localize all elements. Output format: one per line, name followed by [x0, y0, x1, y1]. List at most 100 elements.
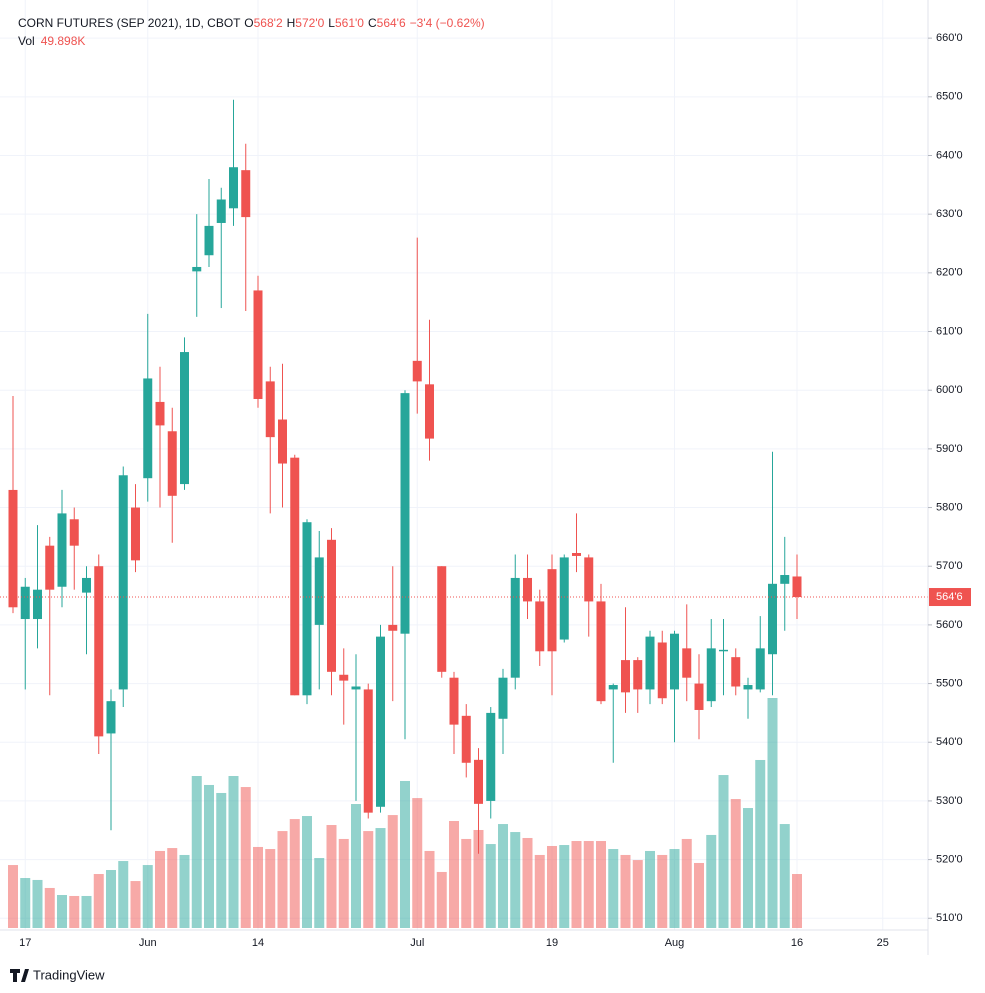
y-tick-label: 580'0: [936, 501, 963, 513]
candle-body: [388, 624, 398, 631]
volume-bar: [32, 879, 43, 928]
volume-bar: [436, 871, 447, 928]
candle-body: [719, 649, 728, 652]
volume-bar: [755, 759, 766, 928]
candle-body: [82, 577, 91, 593]
candle-body: [302, 522, 312, 696]
candle-body: [559, 557, 569, 640]
candle-body: [437, 566, 447, 672]
candle-body: [572, 553, 581, 556]
candle-body: [412, 360, 422, 382]
c-value: 564'6: [377, 16, 406, 30]
volume-bar: [351, 804, 361, 928]
volume-bar: [118, 861, 129, 928]
volume-bar: [387, 815, 398, 928]
candle-body: [780, 575, 790, 584]
y-tick-label: 640'0: [936, 149, 963, 161]
volume-bar: [130, 881, 141, 928]
candle-body: [694, 683, 704, 710]
volume-bar: [743, 808, 753, 928]
volume-bar: [155, 850, 165, 928]
candle-body: [510, 577, 520, 678]
o-value: 568'2: [254, 16, 283, 30]
candle-body: [657, 642, 667, 699]
y-tick-label: 540'0: [936, 736, 963, 748]
volume-bar: [596, 841, 606, 928]
volume-bar: [730, 799, 741, 928]
volume-bar: [167, 848, 178, 928]
c-key: C: [368, 16, 377, 30]
y-tick-label: 610'0: [936, 325, 963, 337]
candle-body: [755, 648, 765, 690]
candle-body: [167, 431, 177, 496]
volume-bar: [620, 854, 631, 928]
candle-body: [461, 715, 471, 763]
y-tick-label: 600'0: [936, 384, 963, 396]
change: −3'4 (−0.62%): [410, 16, 485, 30]
last-price-label: 564'6: [936, 591, 963, 603]
volume-bar: [204, 784, 214, 928]
candle-body: [314, 557, 324, 625]
volume-bar: [142, 865, 153, 928]
volume-bar: [412, 798, 423, 928]
candle-body: [94, 566, 104, 737]
candle-body: [204, 225, 214, 256]
y-tick-label: 590'0: [936, 443, 963, 455]
volume-bar: [645, 850, 655, 928]
candle-body: [216, 199, 226, 223]
x-tick-label: Jul: [410, 937, 424, 949]
volume-bar: [277, 831, 288, 928]
volume-bar: [571, 841, 582, 928]
last-price-badge: [929, 588, 971, 607]
volume-bar: [57, 895, 67, 928]
candle-body: [69, 519, 79, 546]
symbol: CORN FUTURES (SEP 2021), 1D, CBOT O568'2 H…: [18, 16, 485, 30]
candle-body: [106, 701, 116, 734]
candle-body: [731, 657, 741, 687]
volume-bar: [583, 841, 594, 928]
candle-body: [474, 759, 483, 804]
volume-bar: [8, 865, 18, 928]
x-tick-label: 17: [19, 937, 31, 949]
y-tick-label: 550'0: [936, 677, 963, 689]
volume-bar: [363, 831, 374, 928]
x-tick-label: 19: [546, 937, 558, 949]
volume-bar: [44, 887, 55, 928]
volume-bar: [694, 862, 704, 928]
candle-body: [535, 601, 545, 652]
candle-body: [547, 569, 557, 652]
volume-bar: [424, 850, 435, 928]
candle-body: [608, 685, 618, 690]
candle-body: [670, 633, 679, 690]
candle-body: [180, 352, 189, 485]
candle-body: [449, 677, 459, 725]
x-tick-label: Jun: [139, 937, 157, 949]
h-key: H: [287, 16, 296, 30]
volume-bar: [20, 878, 31, 928]
x-tick-label: 25: [877, 937, 889, 949]
symbol-name: CORN FUTURES (SEP 2021), 1D, CBOT: [18, 16, 241, 30]
candle-body: [253, 290, 263, 399]
candle-body: [682, 648, 692, 678]
logo[interactable]: TradingView: [10, 967, 105, 982]
axes: 510'0 520'0 530'0 540'0 550'0 560'0 570'0 580'0…: [19, 32, 971, 949]
volume-bar: [191, 776, 202, 928]
candle-body: [241, 170, 251, 218]
grid: [0, 0, 928, 930]
candle-body: [45, 545, 55, 590]
volume-bar: [485, 844, 496, 928]
volume-bar: [449, 821, 459, 928]
candle-body: [20, 586, 30, 620]
y-tick-label: 520'0: [936, 853, 963, 865]
volume-bar: [522, 837, 533, 928]
candle-body: [278, 419, 287, 464]
o-key: O: [244, 16, 253, 30]
candle-body: [339, 674, 349, 681]
candle-body: [8, 489, 18, 608]
candle-body: [743, 685, 753, 690]
candle-body: [768, 583, 777, 655]
x-tick-label: 14: [252, 937, 264, 949]
